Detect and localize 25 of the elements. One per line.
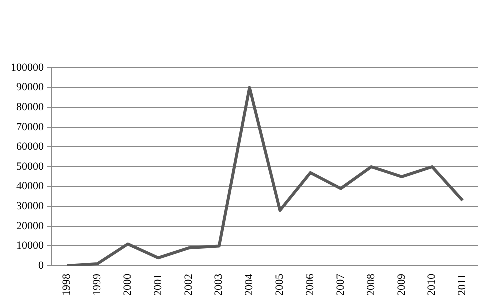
y-tick-label: 20000 [16, 220, 44, 232]
x-tick-label: 2001 [152, 274, 164, 296]
x-tick-label: 2000 [122, 274, 134, 296]
y-tick-label: 80000 [16, 101, 44, 114]
y-tick-label: 100000 [11, 62, 44, 74]
x-tick-label: 2009 [396, 274, 408, 296]
x-tick-label: 2005 [274, 274, 286, 296]
x-tick-label: 1998 [61, 274, 74, 296]
y-tick-label: 10000 [16, 240, 44, 252]
y-tick-label: 40000 [16, 180, 44, 193]
x-tick-label: 2002 [182, 274, 195, 296]
x-tick-label: 2003 [213, 274, 226, 296]
y-tick-label: 90000 [16, 82, 44, 94]
x-tick-label: 2007 [334, 274, 347, 296]
x-tick-label: 2006 [304, 274, 317, 296]
x-tick-label: 2011 [456, 274, 469, 296]
x-tick-label: 1999 [92, 274, 104, 296]
x-tick-label: 2004 [244, 274, 256, 296]
y-tick-label: 60000 [16, 141, 44, 154]
y-tick-label: 50000 [16, 160, 44, 173]
y-tick-label: 70000 [16, 121, 44, 134]
y-tick-label: 30000 [16, 200, 44, 212]
x-tick-label: 2008 [365, 274, 378, 296]
x-tick-label: 2010 [426, 274, 438, 296]
y-tick-label: 0 [38, 260, 44, 272]
